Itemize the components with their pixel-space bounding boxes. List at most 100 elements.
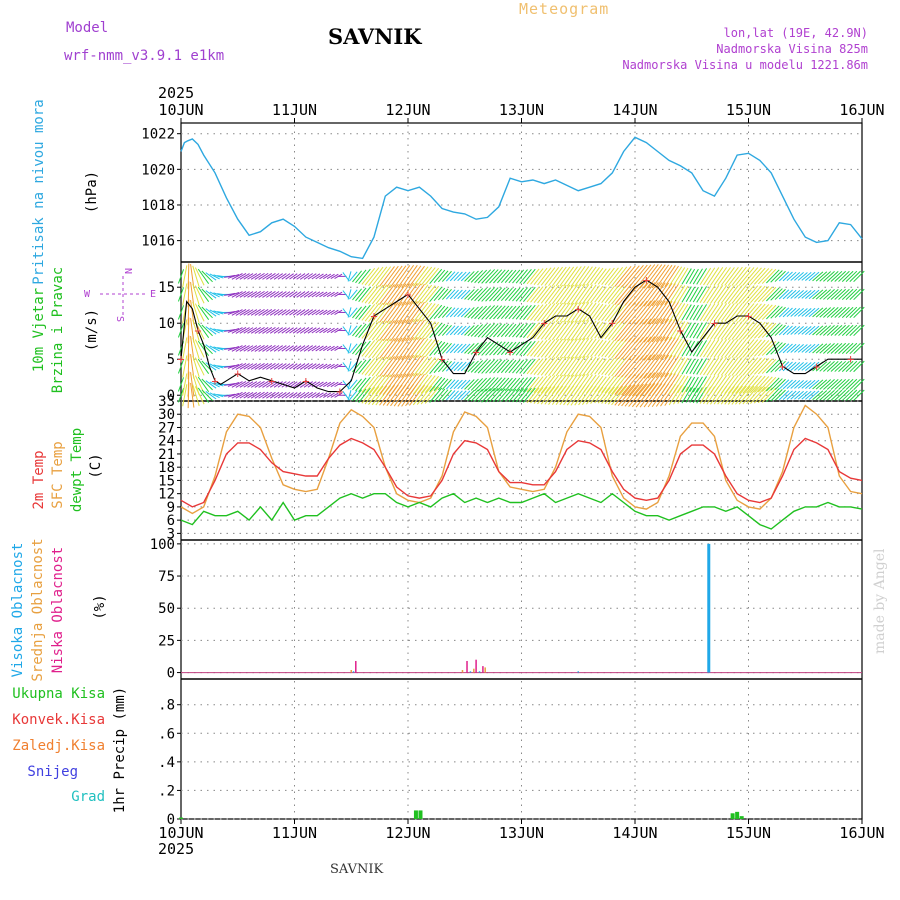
wind-arrow: [177, 323, 185, 338]
wind-arrow: [224, 346, 236, 350]
wind-arrow: [441, 342, 452, 354]
wind-arrow: [182, 337, 188, 360]
wind-arrow: [296, 309, 306, 316]
wind-arrow: [386, 283, 403, 306]
wind-arrow: [841, 389, 854, 401]
wind-arrow: [470, 306, 484, 319]
wind-arrow: [299, 391, 310, 399]
wind-arrow: [289, 392, 298, 399]
wind-arrow: [611, 374, 628, 395]
wind-arrow: [512, 359, 525, 374]
wind-arrow: [607, 357, 624, 376]
wind-arrow: [597, 340, 611, 357]
wind-arrow: [205, 391, 217, 400]
wind-arrow: [307, 309, 317, 316]
wind-arrow: [699, 303, 712, 322]
wind-arrow: [660, 337, 676, 360]
wind-arrow: [420, 303, 436, 322]
wind-arrow: [673, 321, 686, 340]
x-tick-label-top: 15JUN: [726, 101, 771, 119]
wind-arrow: [834, 389, 847, 401]
wind-arrow: [243, 381, 254, 388]
wind-arrow: [681, 268, 692, 285]
wind-arrow: [209, 273, 220, 280]
wind-arrow: [326, 363, 335, 370]
wind-arrow: [464, 361, 475, 372]
wind-arrow: [464, 343, 475, 354]
wind-arrow: [750, 386, 766, 404]
wind-arrow: [467, 389, 479, 402]
wind-arrow: [319, 363, 328, 370]
wind-arrow: [727, 356, 743, 376]
wind-arrow: [493, 323, 506, 338]
wind-arrow: [390, 337, 407, 360]
wind-arrow: [790, 325, 801, 335]
wind-arrow: [720, 321, 735, 340]
wind-arrow: [250, 345, 261, 352]
wind-arrow: [412, 338, 429, 359]
wind-arrow: [429, 376, 443, 393]
wind-arrow: [508, 269, 521, 284]
wind-gust-marker: +: [541, 316, 548, 330]
wind-arrow: [774, 306, 786, 318]
wind-arrow: [566, 320, 582, 341]
wind-arrow: [393, 373, 411, 396]
wind-arrow: [692, 268, 703, 285]
wind-arrow: [699, 375, 712, 394]
wind-arrow: [526, 304, 540, 321]
wind-arrow: [508, 287, 521, 302]
wind-arrow: [590, 357, 604, 376]
wind-arrow: [266, 391, 276, 399]
wind-arrow: [611, 338, 628, 359]
wind-arrow: [266, 381, 276, 388]
wind-arrow: [533, 285, 548, 303]
wind-arrow: [631, 318, 652, 343]
wind-arrow: [692, 358, 703, 375]
wind-arrow: [815, 343, 828, 354]
wind-arrow: [614, 374, 632, 395]
wind-arrow: [790, 289, 801, 299]
wind-arrow: [500, 287, 513, 302]
wind-arrow: [239, 363, 250, 370]
wind-arrow: [349, 289, 358, 300]
wind-arrow: [566, 266, 582, 287]
wind-arrow: [643, 264, 663, 289]
wind-arrow: [770, 306, 783, 319]
wind-arrow: [823, 361, 835, 372]
wind-arrow: [470, 288, 484, 301]
wind-arrow: [597, 386, 611, 404]
wind-arrow: [677, 285, 689, 304]
wind-arrow: [849, 378, 861, 391]
wind-arrow: [696, 358, 708, 375]
wind-arrow: [628, 264, 648, 289]
wind-arrow: [819, 289, 832, 300]
wind-arrow: [429, 358, 443, 375]
wind-arrow: [205, 308, 217, 317]
wind-arrow: [187, 263, 190, 290]
y-tick-label: 21: [158, 447, 175, 463]
wind-arrow: [544, 357, 560, 376]
wind-arrow: [664, 319, 679, 342]
legend-graupel: Grad: [71, 789, 105, 805]
wind-arrow: [778, 271, 790, 282]
wind-arrow: [578, 266, 593, 287]
x-tick-label-top: 12JUN: [385, 101, 430, 119]
wind-arrow: [548, 338, 563, 359]
wind-arrow: [429, 340, 443, 357]
wind-arrow: [735, 321, 751, 340]
wind-arrow: [753, 268, 770, 285]
wind-arrow: [574, 284, 590, 305]
wind-arrow: [853, 342, 865, 355]
wind-arrow: [303, 345, 313, 352]
wind-arrow: [289, 273, 298, 280]
wind-arrow: [566, 374, 582, 395]
wind-arrow: [266, 345, 276, 352]
wind-arrow: [416, 284, 433, 305]
wind-arrow: [273, 309, 283, 316]
wind-arrow: [727, 374, 743, 394]
model-label: Model: [66, 20, 109, 36]
wind-arrow: [660, 373, 676, 396]
wind-arrow: [681, 304, 692, 321]
wind-arrow: [530, 358, 544, 375]
wind-arrow: [474, 359, 488, 374]
